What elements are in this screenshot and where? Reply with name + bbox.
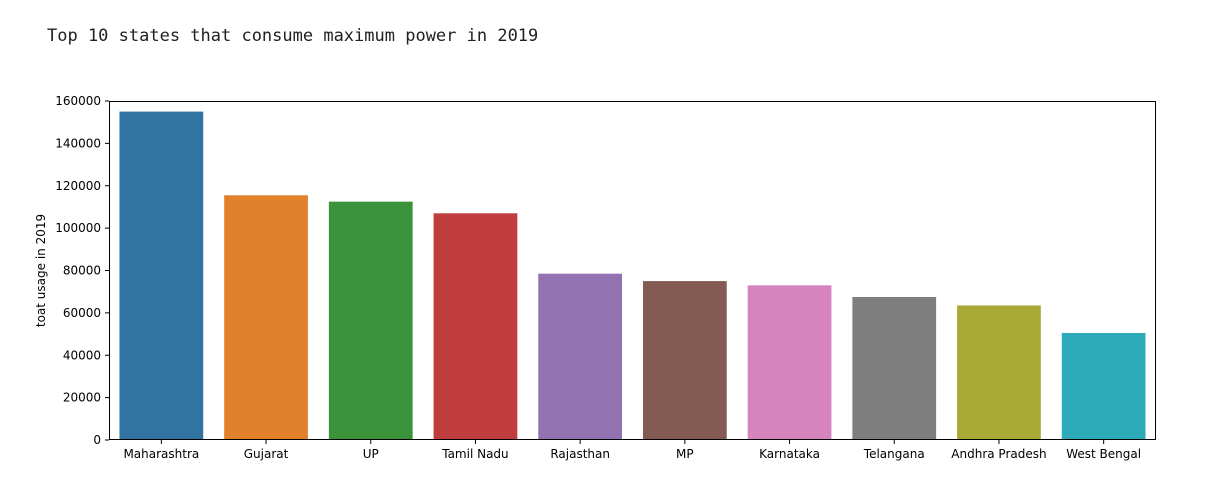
bar-andhra-pradesh [957,305,1041,440]
bars-group [119,111,1146,440]
y-tick-label: 120000 [55,179,101,193]
x-tick-label: Maharashtra [123,447,199,461]
x-tick-label: Andhra Pradesh [951,447,1046,461]
y-tick-label: 140000 [55,136,101,150]
bar-rajasthan [538,273,623,440]
x-tick-label: MP [676,447,694,461]
x-tick-label: UP [363,447,379,461]
y-tick-label: 20000 [63,391,101,405]
bar-tamil-nadu [433,213,518,440]
x-tick-label: Telangana [863,447,925,461]
y-tick-label: 0 [93,433,101,447]
x-tick-label: Rajasthan [550,447,610,461]
bar-telangana [852,296,937,440]
y-tick-label: 40000 [63,348,101,362]
bar-karnataka [747,285,832,440]
x-tick-label: West Bengal [1066,447,1141,461]
x-tick-label: Gujarat [244,447,289,461]
y-axis: 0 20000 40000 60000 80000 100000 120000 140000 1… [55,94,109,447]
x-tick-label: Karnataka [759,447,820,461]
output-text: Top 10 states that consume maximum power… [47,26,539,46]
y-tick-label: 60000 [63,306,101,320]
bar-gujarat [224,195,308,440]
y-axis-title: toat usage in 2019 [34,214,48,327]
bar-maharashtra [119,111,204,440]
y-tick-label: 80000 [63,264,101,278]
x-axis: Maharashtra Gujarat UP Tamil Nadu Rajasthan M… [123,440,1141,461]
y-tick-label: 160000 [55,94,101,108]
bar-mp [642,281,727,440]
bar-west-bengal [1061,333,1146,440]
bar-up [328,201,413,440]
x-tick-label: Tamil Nadu [441,447,508,461]
y-tick-label: 100000 [55,221,101,235]
plot-frame [109,101,1156,440]
